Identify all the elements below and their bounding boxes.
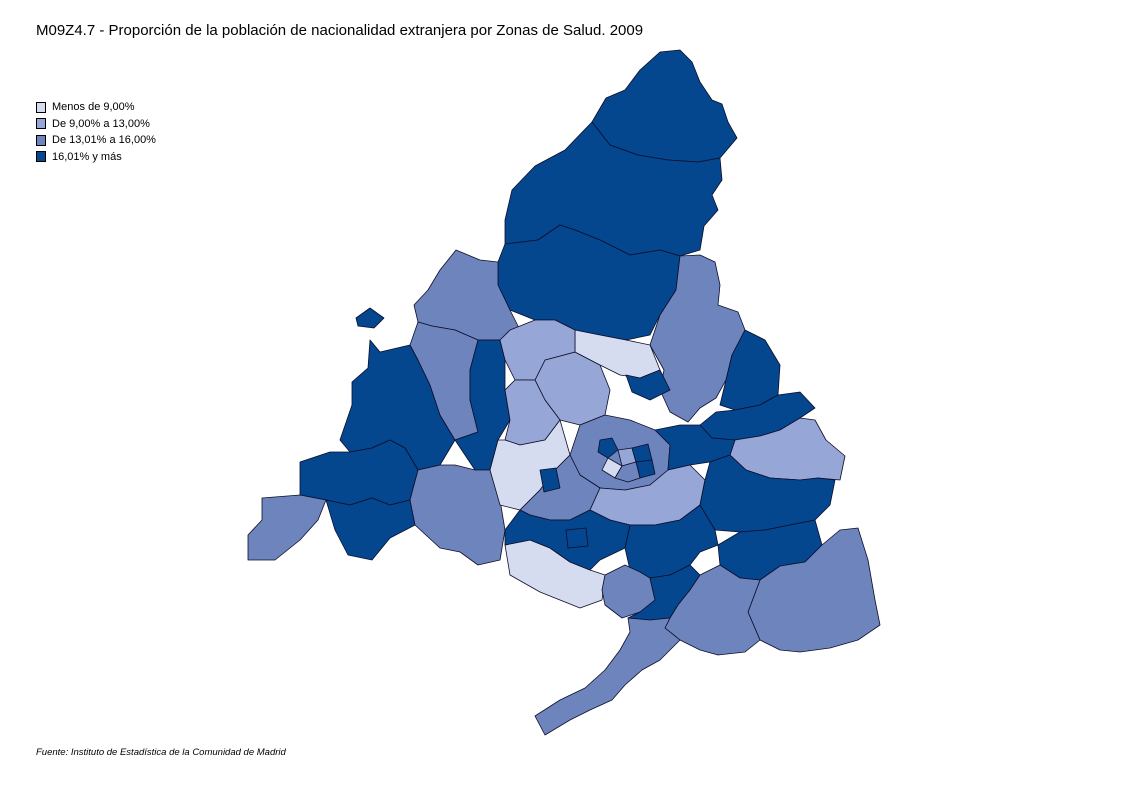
zone-southwest-4 <box>409 464 506 566</box>
legend-swatch-class-4 <box>36 151 46 163</box>
source-note: Fuente: Instituto de Estadística de la C… <box>36 747 286 758</box>
zone-metro-district-1 <box>597 437 619 459</box>
legend-item-class-1: Menos de 9,00% <box>36 99 156 116</box>
zone-north-central <box>497 224 681 341</box>
legend-swatch-class-1 <box>36 101 46 113</box>
legend-label-class-1: Menos de 9,00% <box>52 101 135 114</box>
zone-southeast-large <box>747 527 881 653</box>
legend-label-class-4: 16,01% y más <box>52 150 122 163</box>
legend-label-class-2: De 9,00% a 13,00% <box>52 117 150 130</box>
legend: Menos de 9,00% De 9,00% a 13,00% De 13,0… <box>36 99 156 165</box>
map-title: M09Z4.7 - Proporción de la población de … <box>36 22 644 39</box>
zone-south-tail <box>534 617 681 736</box>
legend-swatch-class-2 <box>36 118 46 130</box>
legend-item-class-4: 16,01% y más <box>36 149 156 166</box>
legend-item-class-3: De 13,01% a 16,00% <box>36 132 156 149</box>
legend-swatch-class-3 <box>36 134 46 146</box>
zone-metro-district-8 <box>565 527 589 549</box>
legend-label-class-3: De 13,01% a 16,00% <box>52 134 156 147</box>
zone-metro-district-7 <box>539 467 561 493</box>
zone-metro-west <box>489 419 571 511</box>
zone-center-north-3 <box>499 319 576 381</box>
zone-southwest-2 <box>247 494 327 561</box>
legend-item-class-2: De 9,00% a 13,00% <box>36 116 156 133</box>
zone-southeast-1 <box>699 454 836 533</box>
zone-northeast-small <box>625 369 671 401</box>
zone-metro-district-6 <box>614 461 641 483</box>
zone-west-small <box>355 307 385 329</box>
zone-southwest-3 <box>325 497 416 561</box>
zone-north-tip <box>591 49 738 163</box>
